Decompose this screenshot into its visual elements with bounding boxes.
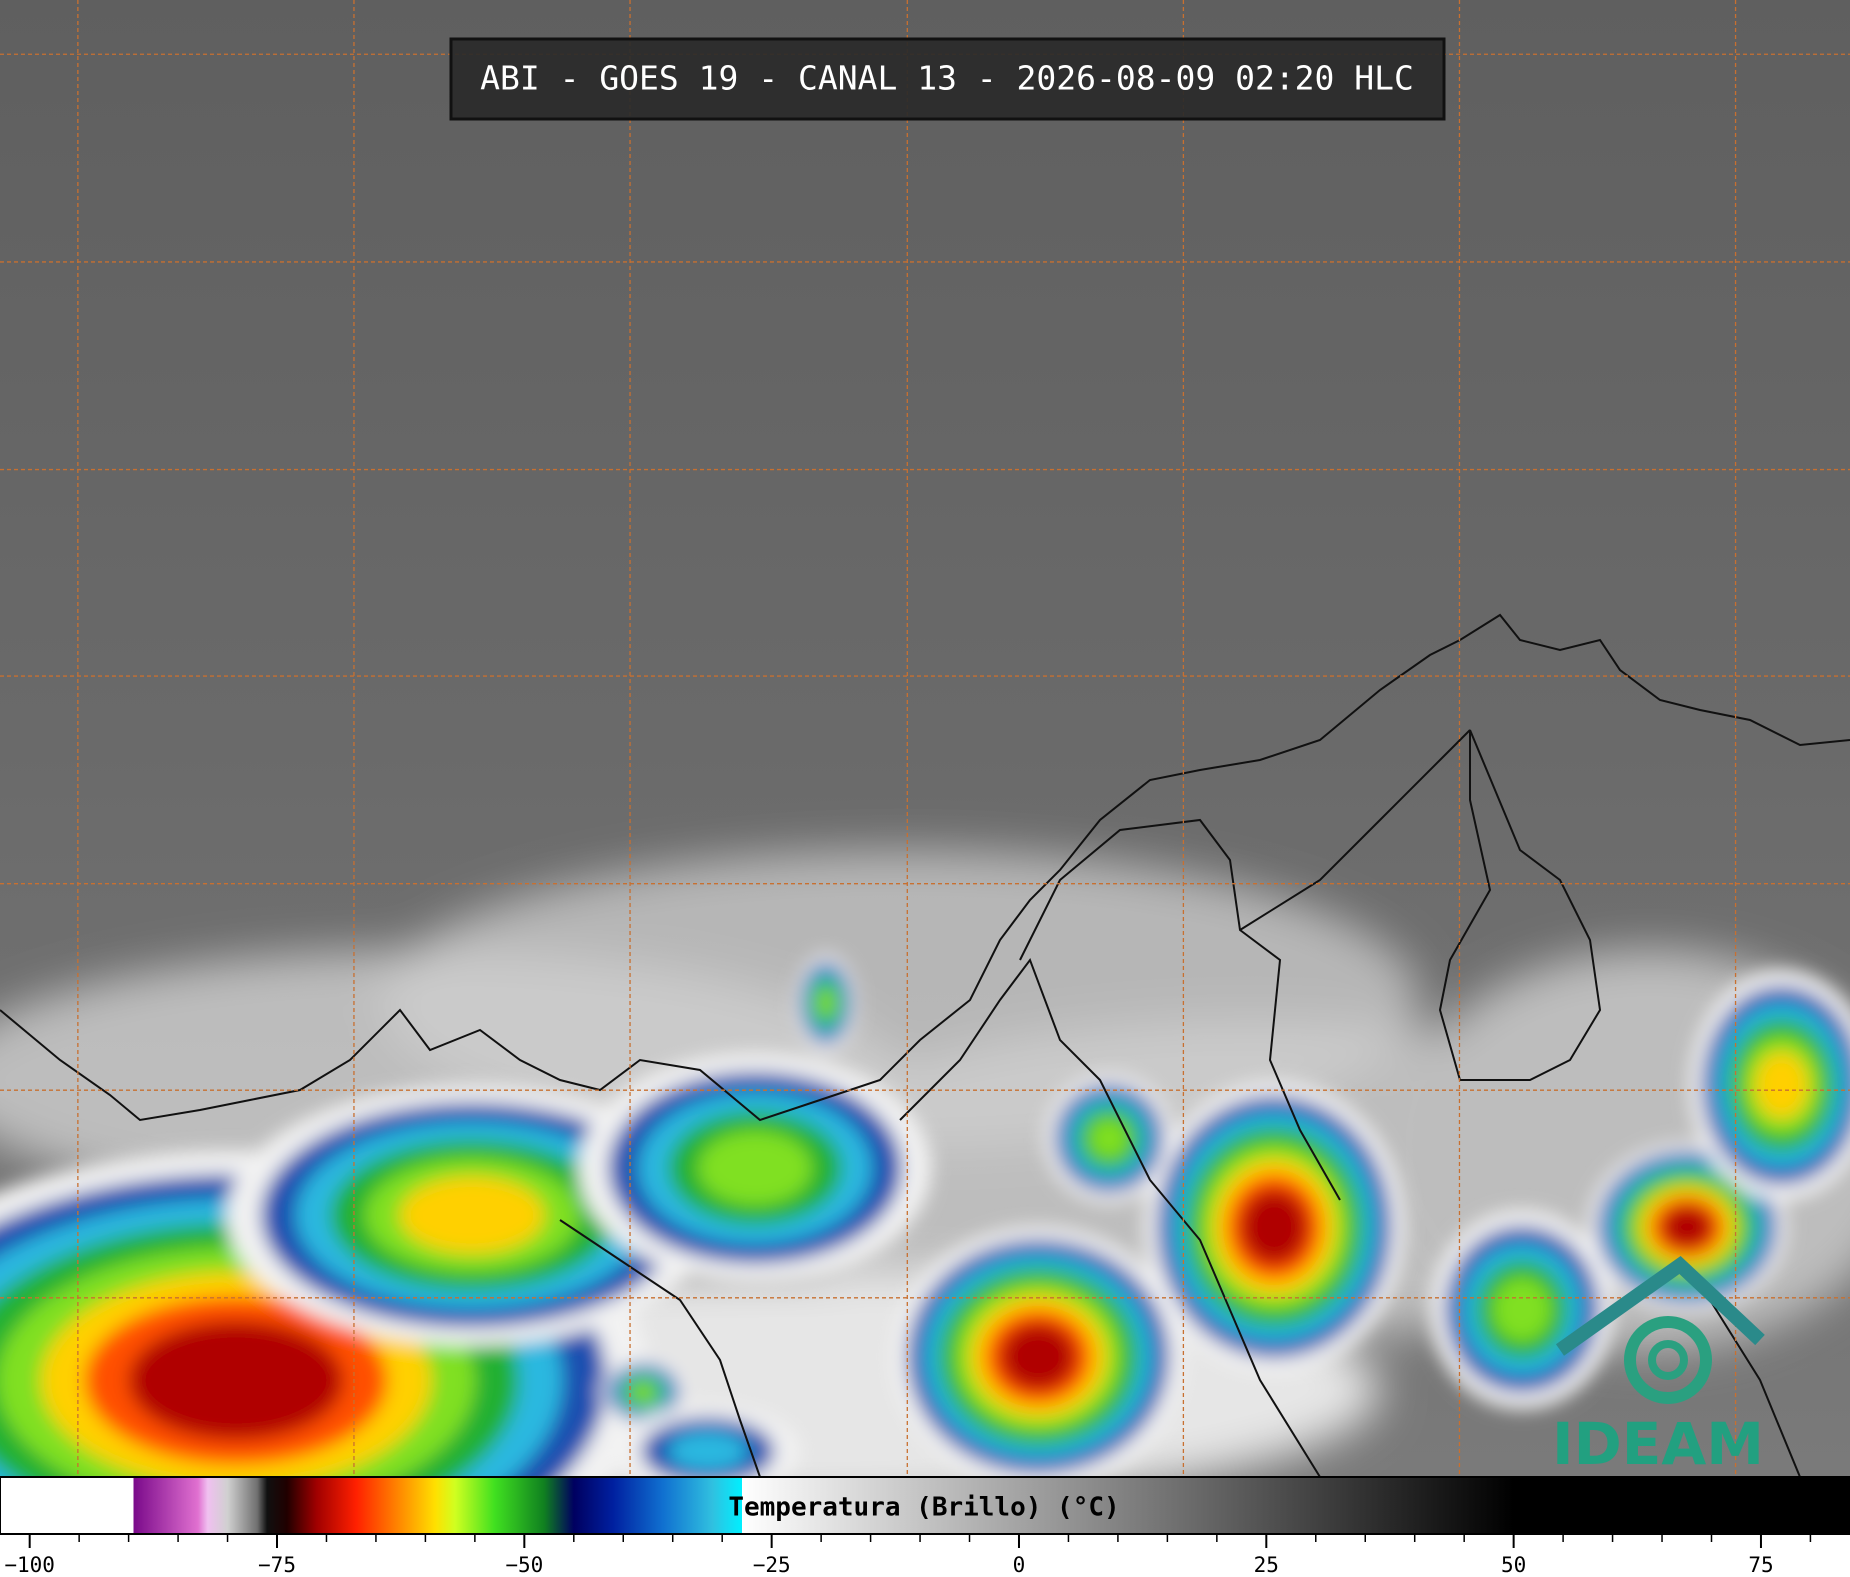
- tick-label: −25: [753, 1553, 791, 1577]
- colorbar-label: Temperatura (Brillo) (°C): [728, 1493, 1119, 1523]
- tick-label: 0: [1013, 1553, 1026, 1577]
- tick-label: 50: [1501, 1553, 1526, 1577]
- cloud-layer: [1492, 1277, 1552, 1342]
- cloud-layer: [128, 1320, 344, 1441]
- cloud-layer: [815, 987, 836, 1019]
- colorbar-scale: [0, 1476, 1850, 1535]
- storm-cells: [0, 953, 1850, 1477]
- cloud-layer: [629, 1381, 657, 1404]
- colorbar: Temperatura (Brillo) (°C) −100 −75 −50 −25 0…: [0, 1476, 1850, 1577]
- cloud-layer: [667, 1431, 749, 1472]
- tick-label: 25: [1254, 1553, 1279, 1577]
- logo-text: IDEAM: [1552, 1410, 1764, 1478]
- cloud-layer: [1754, 1051, 1809, 1120]
- tick-label: −50: [505, 1553, 543, 1577]
- cloud-layer: [399, 1176, 545, 1254]
- title-box: [449, 37, 1446, 121]
- cloud-layer: [1661, 1205, 1714, 1249]
- coastlines: [0, 613, 1850, 1477]
- cloud-layer: [1240, 1189, 1309, 1265]
- cloud-layer: [1088, 1117, 1130, 1160]
- cloud-layer: [698, 1130, 813, 1206]
- title: ABI - GOES 19 - CANAL 13 - 2026-08-09 02…: [480, 59, 1414, 98]
- tick-label: −75: [258, 1553, 296, 1577]
- logo: IDEAM: [1552, 1255, 1765, 1478]
- cloud-layer: [1000, 1322, 1077, 1391]
- tick-label: −100: [4, 1553, 55, 1577]
- tick-label: 75: [1748, 1553, 1773, 1577]
